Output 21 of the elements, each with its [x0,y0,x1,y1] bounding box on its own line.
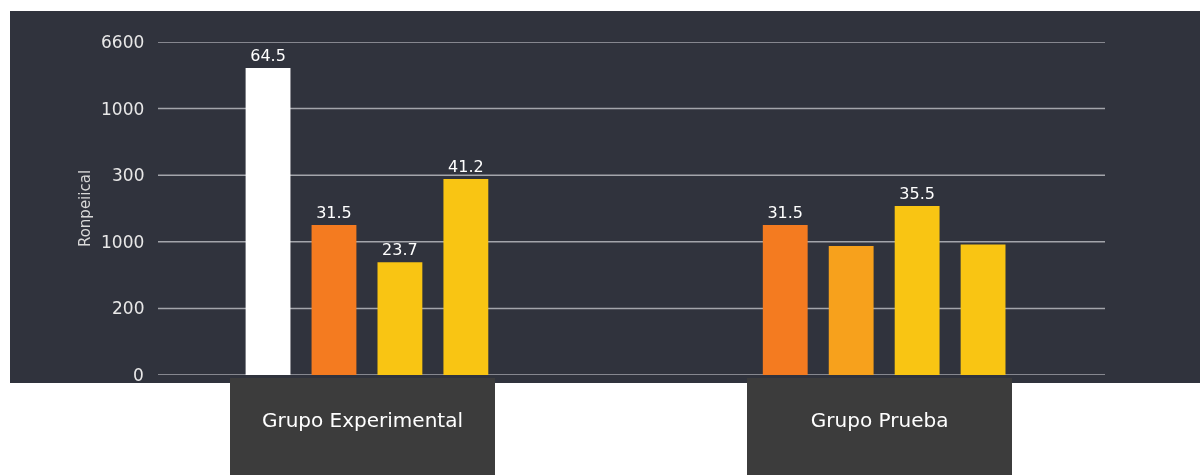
bar [245,68,291,375]
data-label: 35.5 [899,184,935,204]
y-axis-title: Ronpeiical [76,169,95,248]
bar [960,244,1006,375]
text: 300 [112,165,145,185]
x-tick-label: Grupo Prueba [747,378,1013,475]
x-tick-label: Grupo Experimental [229,378,495,475]
bar [828,246,874,375]
text: 200 [112,298,145,318]
data-label: 31.5 [767,203,804,223]
bar [894,206,940,375]
text: 0 [133,365,144,385]
data-label: 41.2 [448,156,484,176]
text: 6600 [101,32,145,52]
bar [377,262,423,375]
data-label: 31.5 [316,203,352,223]
bar [443,178,489,375]
data-label: 64.5 [250,46,286,66]
text: 1000 [101,232,145,252]
text: 1000 [101,99,145,119]
data-label: 23.7 [382,240,418,260]
